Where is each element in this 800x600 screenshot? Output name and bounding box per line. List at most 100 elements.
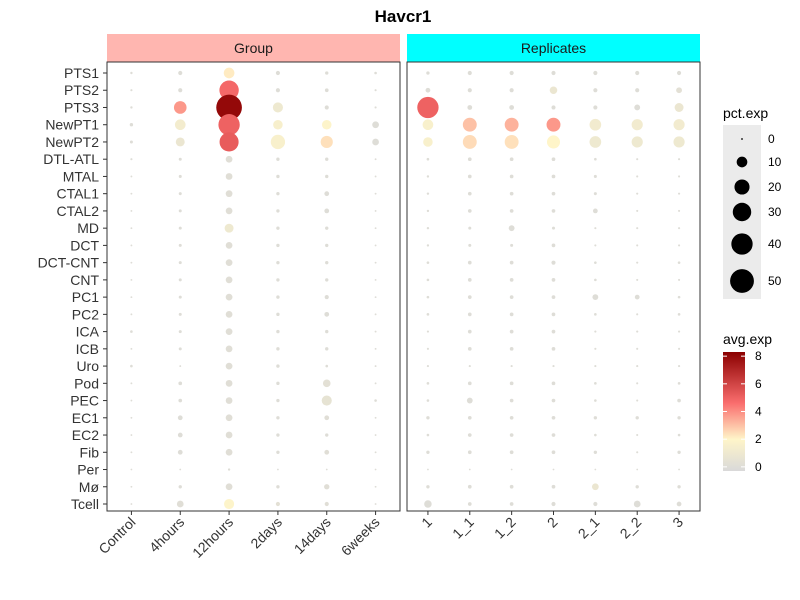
size-legend-label: 30	[768, 205, 782, 219]
y-tick-label: CTAL2	[56, 203, 99, 219]
dot	[130, 416, 133, 419]
dot	[325, 243, 329, 248]
dot	[636, 313, 639, 316]
dot	[276, 381, 280, 386]
dot	[175, 137, 185, 147]
dot	[594, 347, 597, 350]
dot	[467, 174, 472, 179]
dot	[593, 105, 598, 110]
dot	[130, 347, 133, 350]
dot	[225, 448, 233, 456]
panel-border	[106, 61, 401, 512]
dot	[324, 484, 330, 490]
dot	[275, 501, 280, 507]
dot	[467, 433, 472, 437]
dot	[504, 117, 519, 132]
dot	[277, 468, 279, 471]
color-legend-label: 0	[755, 460, 762, 474]
size-legend-label: 50	[768, 274, 782, 288]
size-legend-key	[734, 179, 750, 195]
dot	[374, 330, 377, 333]
y-tick-label: PTS3	[64, 99, 99, 115]
dot	[467, 209, 472, 213]
dot	[636, 382, 639, 385]
dot	[130, 175, 133, 178]
dot	[467, 191, 472, 196]
dot	[677, 450, 681, 454]
dot	[462, 117, 477, 132]
dot	[509, 450, 514, 455]
dot	[468, 226, 472, 230]
dot	[417, 96, 439, 119]
dot	[320, 135, 333, 149]
dot	[594, 261, 597, 264]
dot	[225, 431, 233, 439]
dot	[509, 174, 514, 179]
y-tick-label: EC1	[72, 410, 99, 426]
dot	[673, 136, 685, 148]
dot	[589, 136, 602, 148]
dot	[551, 484, 556, 489]
dot	[636, 468, 639, 471]
dot	[177, 449, 183, 455]
dot	[426, 330, 429, 333]
dot	[374, 451, 377, 454]
dot	[219, 80, 239, 100]
dot	[636, 451, 639, 454]
dot	[276, 347, 280, 351]
dot	[636, 347, 639, 350]
dot	[551, 260, 556, 265]
dot	[509, 88, 514, 93]
facet-panels: Group Control 4hours 12hours 2days 14days 6wee…	[95, 34, 701, 561]
dot	[374, 71, 377, 75]
dot	[374, 382, 377, 385]
y-tick-label: DCT-CNT	[38, 255, 100, 271]
dot	[130, 261, 133, 264]
x-tick-label: Control	[95, 514, 138, 557]
dot	[509, 105, 515, 110]
dot	[177, 432, 183, 438]
dot	[509, 278, 514, 282]
dot	[551, 415, 556, 420]
dot	[467, 346, 472, 351]
dot	[178, 174, 182, 178]
dot	[468, 365, 471, 368]
dot	[467, 260, 472, 265]
dot	[426, 365, 429, 368]
dot	[324, 295, 329, 300]
dot	[426, 278, 430, 282]
dot	[225, 328, 233, 335]
dot	[178, 330, 182, 334]
dot	[551, 312, 556, 317]
dot	[178, 192, 182, 196]
dot	[426, 433, 430, 437]
dot	[177, 415, 183, 421]
dot	[276, 243, 280, 248]
dot	[178, 243, 182, 247]
dot	[594, 399, 597, 402]
y-tick-label: PEC	[70, 393, 99, 409]
dot	[636, 278, 639, 281]
dot	[225, 414, 233, 422]
dot	[426, 295, 430, 299]
y-tick-label: DTL-ATL	[43, 151, 99, 167]
dot	[129, 123, 134, 127]
dot	[276, 433, 280, 437]
dot	[551, 191, 556, 196]
x-tick-label: 4hours	[146, 514, 188, 556]
dot	[677, 70, 682, 76]
dot	[633, 500, 641, 508]
dot	[678, 330, 681, 333]
strip-label: Group	[234, 40, 273, 56]
dot	[275, 88, 280, 93]
dot	[636, 330, 639, 333]
dot	[218, 114, 240, 136]
dot	[178, 157, 182, 161]
dot	[426, 382, 430, 385]
dot	[130, 71, 133, 75]
dot	[276, 450, 280, 454]
dot	[468, 243, 472, 247]
dot	[593, 174, 597, 178]
dot	[678, 175, 681, 178]
